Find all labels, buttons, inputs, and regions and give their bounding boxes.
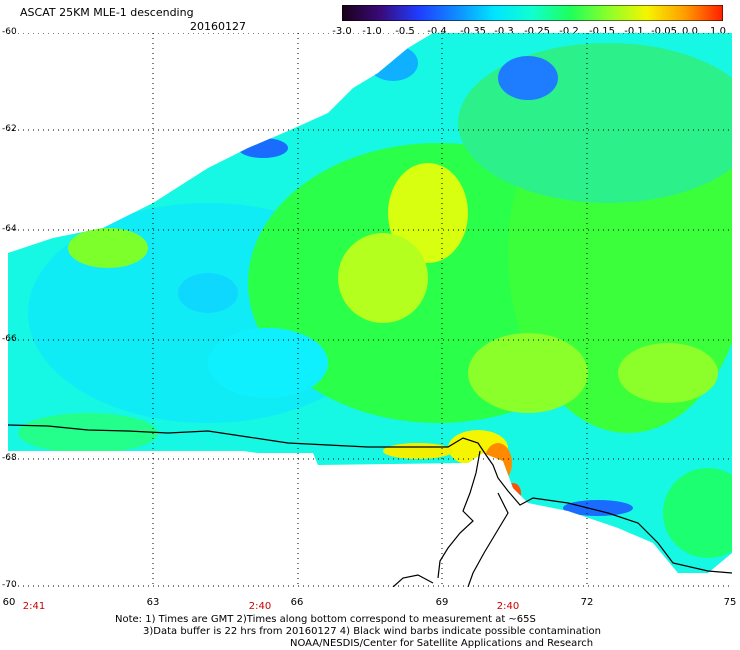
lon-label: 63 — [146, 597, 160, 608]
colorbar-tick: -0.1 — [624, 26, 644, 37]
lon-label: 66 — [290, 597, 304, 608]
colorbar-tick: -0.35 — [460, 26, 486, 37]
lat-label: -68 — [2, 453, 17, 463]
note-line-2: 3)Data buffer is 22 hrs from 20160127 4)… — [143, 626, 601, 637]
lon-label: 75 — [723, 597, 737, 608]
colorbar-tick: -0.25 — [524, 26, 550, 37]
lat-label: -70 — [2, 580, 17, 590]
colorbar-tick: -0.4 — [427, 26, 447, 37]
lat-label: -62 — [2, 124, 17, 134]
colorbar-tick: -0.5 — [395, 26, 415, 37]
colorbar-tick: 1.0 — [710, 26, 726, 37]
wind-swath — [8, 33, 732, 573]
time-label: 2:40 — [496, 601, 520, 612]
time-label: 2:41 — [22, 601, 46, 612]
map-panel — [8, 33, 732, 587]
colorbar-tick: -0.3 — [494, 26, 514, 37]
lon-label: 69 — [435, 597, 449, 608]
latitude-labels: -60 -62 -64 -66 -68 -70 — [2, 27, 38, 593]
lon-label: 60 — [2, 597, 16, 608]
note-line-3: NOAA/NESDIS/Center for Satellite Applica… — [290, 638, 594, 649]
colorbar-tick: -0.15 — [589, 26, 615, 37]
colorbar-tick: -0.2 — [559, 26, 579, 37]
colorbar — [342, 5, 723, 21]
product-date: 20160127 — [190, 20, 246, 33]
colorbar-tick: 0.0 — [682, 26, 698, 37]
lat-label: -64 — [2, 224, 17, 234]
coastline — [8, 424, 732, 587]
lat-lon-grid — [8, 33, 732, 587]
colorbar-tick: -0.05 — [651, 26, 677, 37]
lat-label: -60 — [2, 27, 17, 37]
lat-label: -66 — [2, 334, 17, 344]
colorbar-tick: -3.0 — [332, 26, 352, 37]
time-label: 2:40 — [248, 601, 272, 612]
note-line-1: Note: 1) Times are GMT 2)Times along bot… — [115, 614, 536, 625]
colorbar-tick-labels: -3.0 -1.0 -0.5 -0.4 -0.35 -0.3 -0.25 -0.… — [0, 0, 740, 40]
product-title: ASCAT 25KM MLE-1 descending — [20, 6, 194, 19]
lon-label: 72 — [580, 597, 594, 608]
colorbar-tick: -1.0 — [362, 26, 382, 37]
